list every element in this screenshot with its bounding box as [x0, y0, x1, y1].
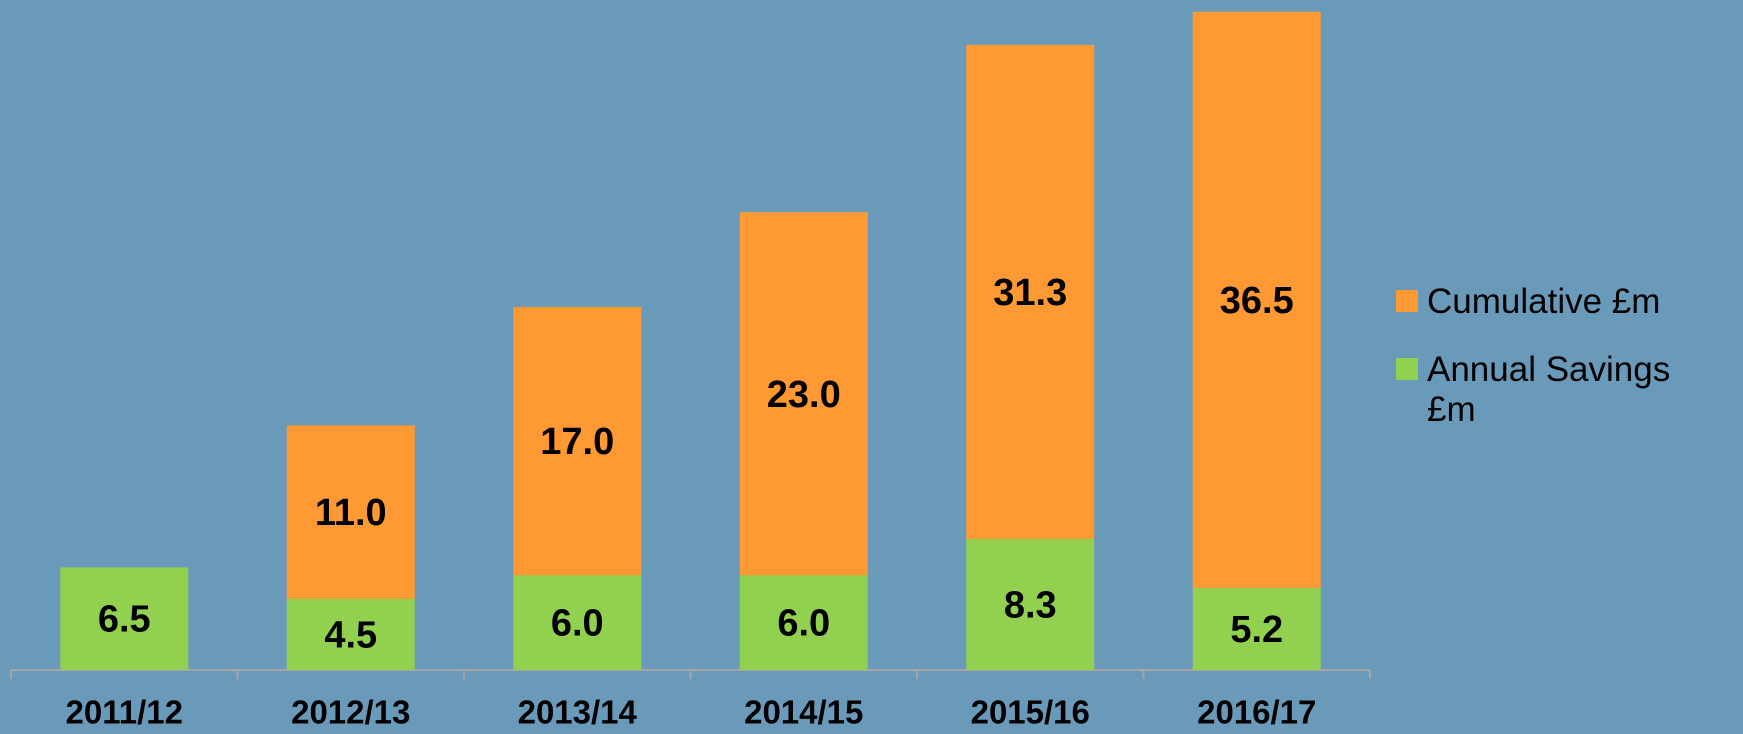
data-label: 4.5 [324, 615, 377, 657]
x-tick-label: 2014/15 [744, 694, 863, 731]
x-tick-label: 2015/16 [971, 694, 1090, 731]
legend-item: Cumulative £m [1396, 282, 1736, 322]
data-label: 6.0 [777, 603, 830, 645]
bar-segment [513, 306, 642, 576]
x-tick-label: 2016/17 [1197, 694, 1316, 731]
bar-segment [1192, 587, 1321, 670]
x-tick-label: 2011/12 [66, 694, 183, 731]
x-tick-label: 2013/14 [518, 694, 638, 731]
bar-segment [1192, 11, 1321, 588]
legend-swatch [1396, 358, 1418, 380]
data-label: 6.5 [98, 599, 151, 641]
bar-segment [966, 538, 1095, 670]
data-label: 17.0 [540, 421, 614, 463]
bar-segment [286, 425, 415, 599]
data-label: 8.3 [1004, 585, 1057, 627]
legend-item: Annual Savings £m [1396, 350, 1736, 430]
bar-segment [966, 44, 1095, 539]
bar-segment [60, 567, 189, 670]
legend: Cumulative £m Annual Savings £m [1396, 282, 1736, 458]
legend-label: Annual Savings £m [1427, 350, 1671, 429]
data-label: 5.2 [1230, 609, 1283, 651]
legend-swatch [1396, 290, 1418, 312]
bar-segment [739, 575, 868, 670]
data-label: 6.0 [551, 603, 604, 645]
data-label: 23.0 [767, 374, 841, 416]
bar-segment [286, 598, 415, 670]
bar-segment [513, 575, 642, 670]
data-label: 11.0 [315, 492, 387, 534]
bar-segment [739, 212, 868, 576]
data-label: 31.3 [993, 272, 1067, 314]
legend-label: Cumulative £m [1427, 282, 1661, 321]
x-tick-label: 2012/13 [291, 694, 410, 731]
data-label: 36.5 [1220, 280, 1294, 322]
